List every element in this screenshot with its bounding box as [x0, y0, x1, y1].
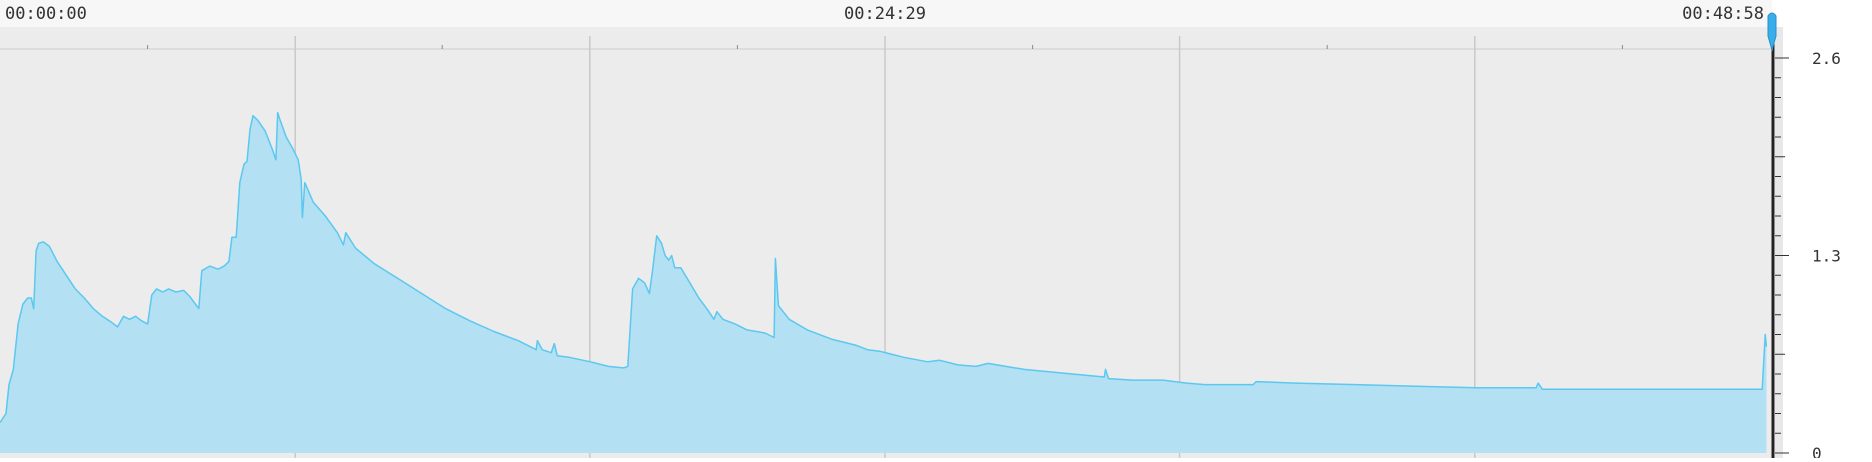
x-time-label: 00:48:58 [1682, 4, 1764, 24]
series-line [0, 111, 1768, 424]
y-tick-label: 2.6 [1812, 49, 1841, 68]
timeline-ruler[interactable] [0, 27, 1772, 49]
playhead-marker-icon[interactable] [1767, 12, 1777, 52]
playhead[interactable] [1767, 12, 1777, 52]
y-axis-shadow [1775, 27, 1783, 458]
series-area [0, 112, 1767, 453]
y-tick-label: 0 [1812, 444, 1822, 458]
series-layer [0, 111, 1768, 453]
x-time-label: 00:24:29 [844, 4, 926, 24]
x-axis-labels: 00:00:00 00:24:29 00:48:58 [5, 4, 1764, 24]
y-axis: 0 1.3 2.6 [1775, 49, 1841, 462]
top-bar [0, 0, 1872, 27]
y-tick-label: 1.3 [1812, 247, 1841, 266]
x-time-label: 00:00:00 [5, 4, 87, 24]
y-axis-panel [1772, 0, 1872, 458]
